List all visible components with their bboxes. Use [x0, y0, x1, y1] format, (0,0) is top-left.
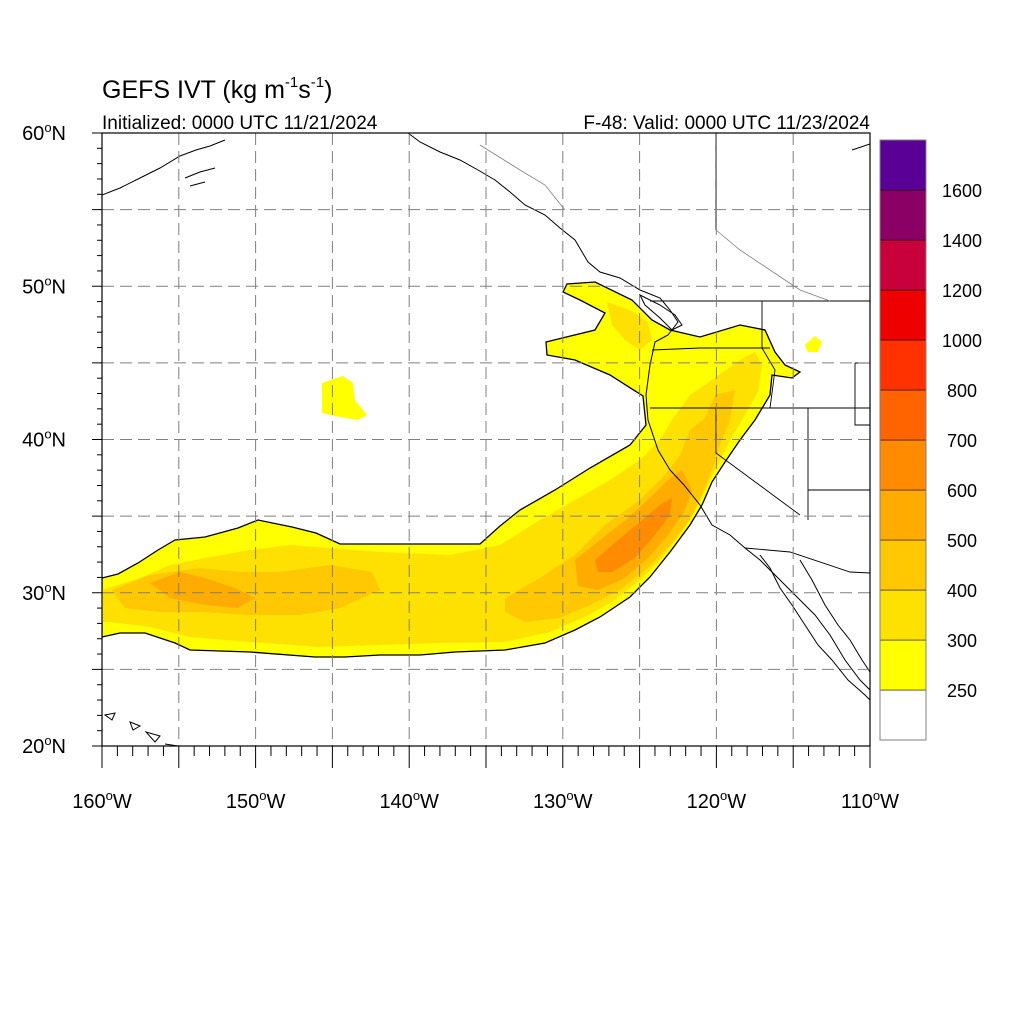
coastline-alaska-islands [184, 143, 870, 187]
colorbar-label: 1400 [942, 231, 982, 251]
colorbar-label: 600 [947, 481, 977, 501]
coastline-hawaii [103, 712, 179, 746]
lon-label: 110oW [841, 788, 899, 813]
colorbar-box [879, 639, 927, 691]
plot-area [102, 133, 870, 746]
colorbar-label: 1600 [942, 181, 982, 201]
initialized-label: Initialized: 0000 UTC 11/21/2024 [102, 113, 378, 134]
coastlines [102, 133, 870, 746]
coastline-north-america [407, 133, 870, 691]
colorbar-label: 1000 [942, 331, 982, 351]
axis-ticks [92, 132, 871, 768]
title-main: GEFS IVT (kg m-1s-1) [102, 74, 332, 104]
colorbar-label: 250 [947, 681, 977, 701]
colorbar: 250 300 400 500 600 700 800 1000 1200 1400 1600 [879, 139, 982, 741]
coastline-gulf [799, 559, 870, 673]
colorbar-label: 500 [947, 531, 977, 551]
colorbar-box [879, 539, 927, 591]
colorbar-box [879, 239, 927, 291]
lon-label: 140oW [379, 788, 439, 813]
colorbar-frame [879, 139, 927, 741]
ivt-300-region-bc [607, 302, 652, 350]
colorbar-box [879, 189, 927, 241]
colorbar-label: 300 [947, 631, 977, 651]
colorbar-box [879, 439, 927, 491]
border-mexico [744, 547, 870, 574]
colorbar-box [879, 339, 927, 391]
lon-label: 150oW [226, 788, 286, 813]
ivt-500-region [150, 470, 692, 608]
ivt-250-blob-pacific [322, 376, 367, 420]
ivt-shading [102, 281, 822, 658]
border-idaho [761, 301, 776, 409]
political-borders [650, 133, 870, 574]
lon-label: 160oW [72, 788, 132, 813]
colorbar-label: 700 [947, 431, 977, 451]
lon-label: 120oW [687, 788, 747, 813]
colorbar-box [879, 589, 927, 641]
colorbar-box [879, 489, 927, 541]
lat-label: 30oN [22, 580, 66, 605]
lat-label: 40oN [22, 427, 66, 452]
lon-label: 130oW [533, 788, 593, 813]
grid-lines [102, 133, 870, 746]
coastline-alaska [102, 139, 226, 196]
coastline-baja [759, 554, 870, 701]
colorbar-label: 1200 [942, 281, 982, 301]
ivt-250-blob-idaho [805, 336, 822, 352]
colorbar-box [879, 139, 927, 191]
colorbar-box [879, 389, 927, 441]
valid-label: F-48: Valid: 0000 UTC 11/23/2024 [583, 113, 870, 134]
colorbar-box [879, 689, 927, 741]
colorbar-label: 400 [947, 581, 977, 601]
lat-label: 50oN [22, 273, 66, 298]
lat-label: 60oN [22, 120, 66, 145]
axis-labels: 60oN 50oN 40oN 30oN 20oN 160oW 150oW 140oW 130oW… [22, 120, 899, 813]
vancouver-island [638, 293, 683, 331]
lat-label: 20oN [22, 733, 66, 758]
minor-lines [479, 144, 831, 302]
border-or-wa [651, 347, 770, 351]
colorbar-label: 800 [947, 381, 977, 401]
colorbar-box [879, 289, 927, 341]
